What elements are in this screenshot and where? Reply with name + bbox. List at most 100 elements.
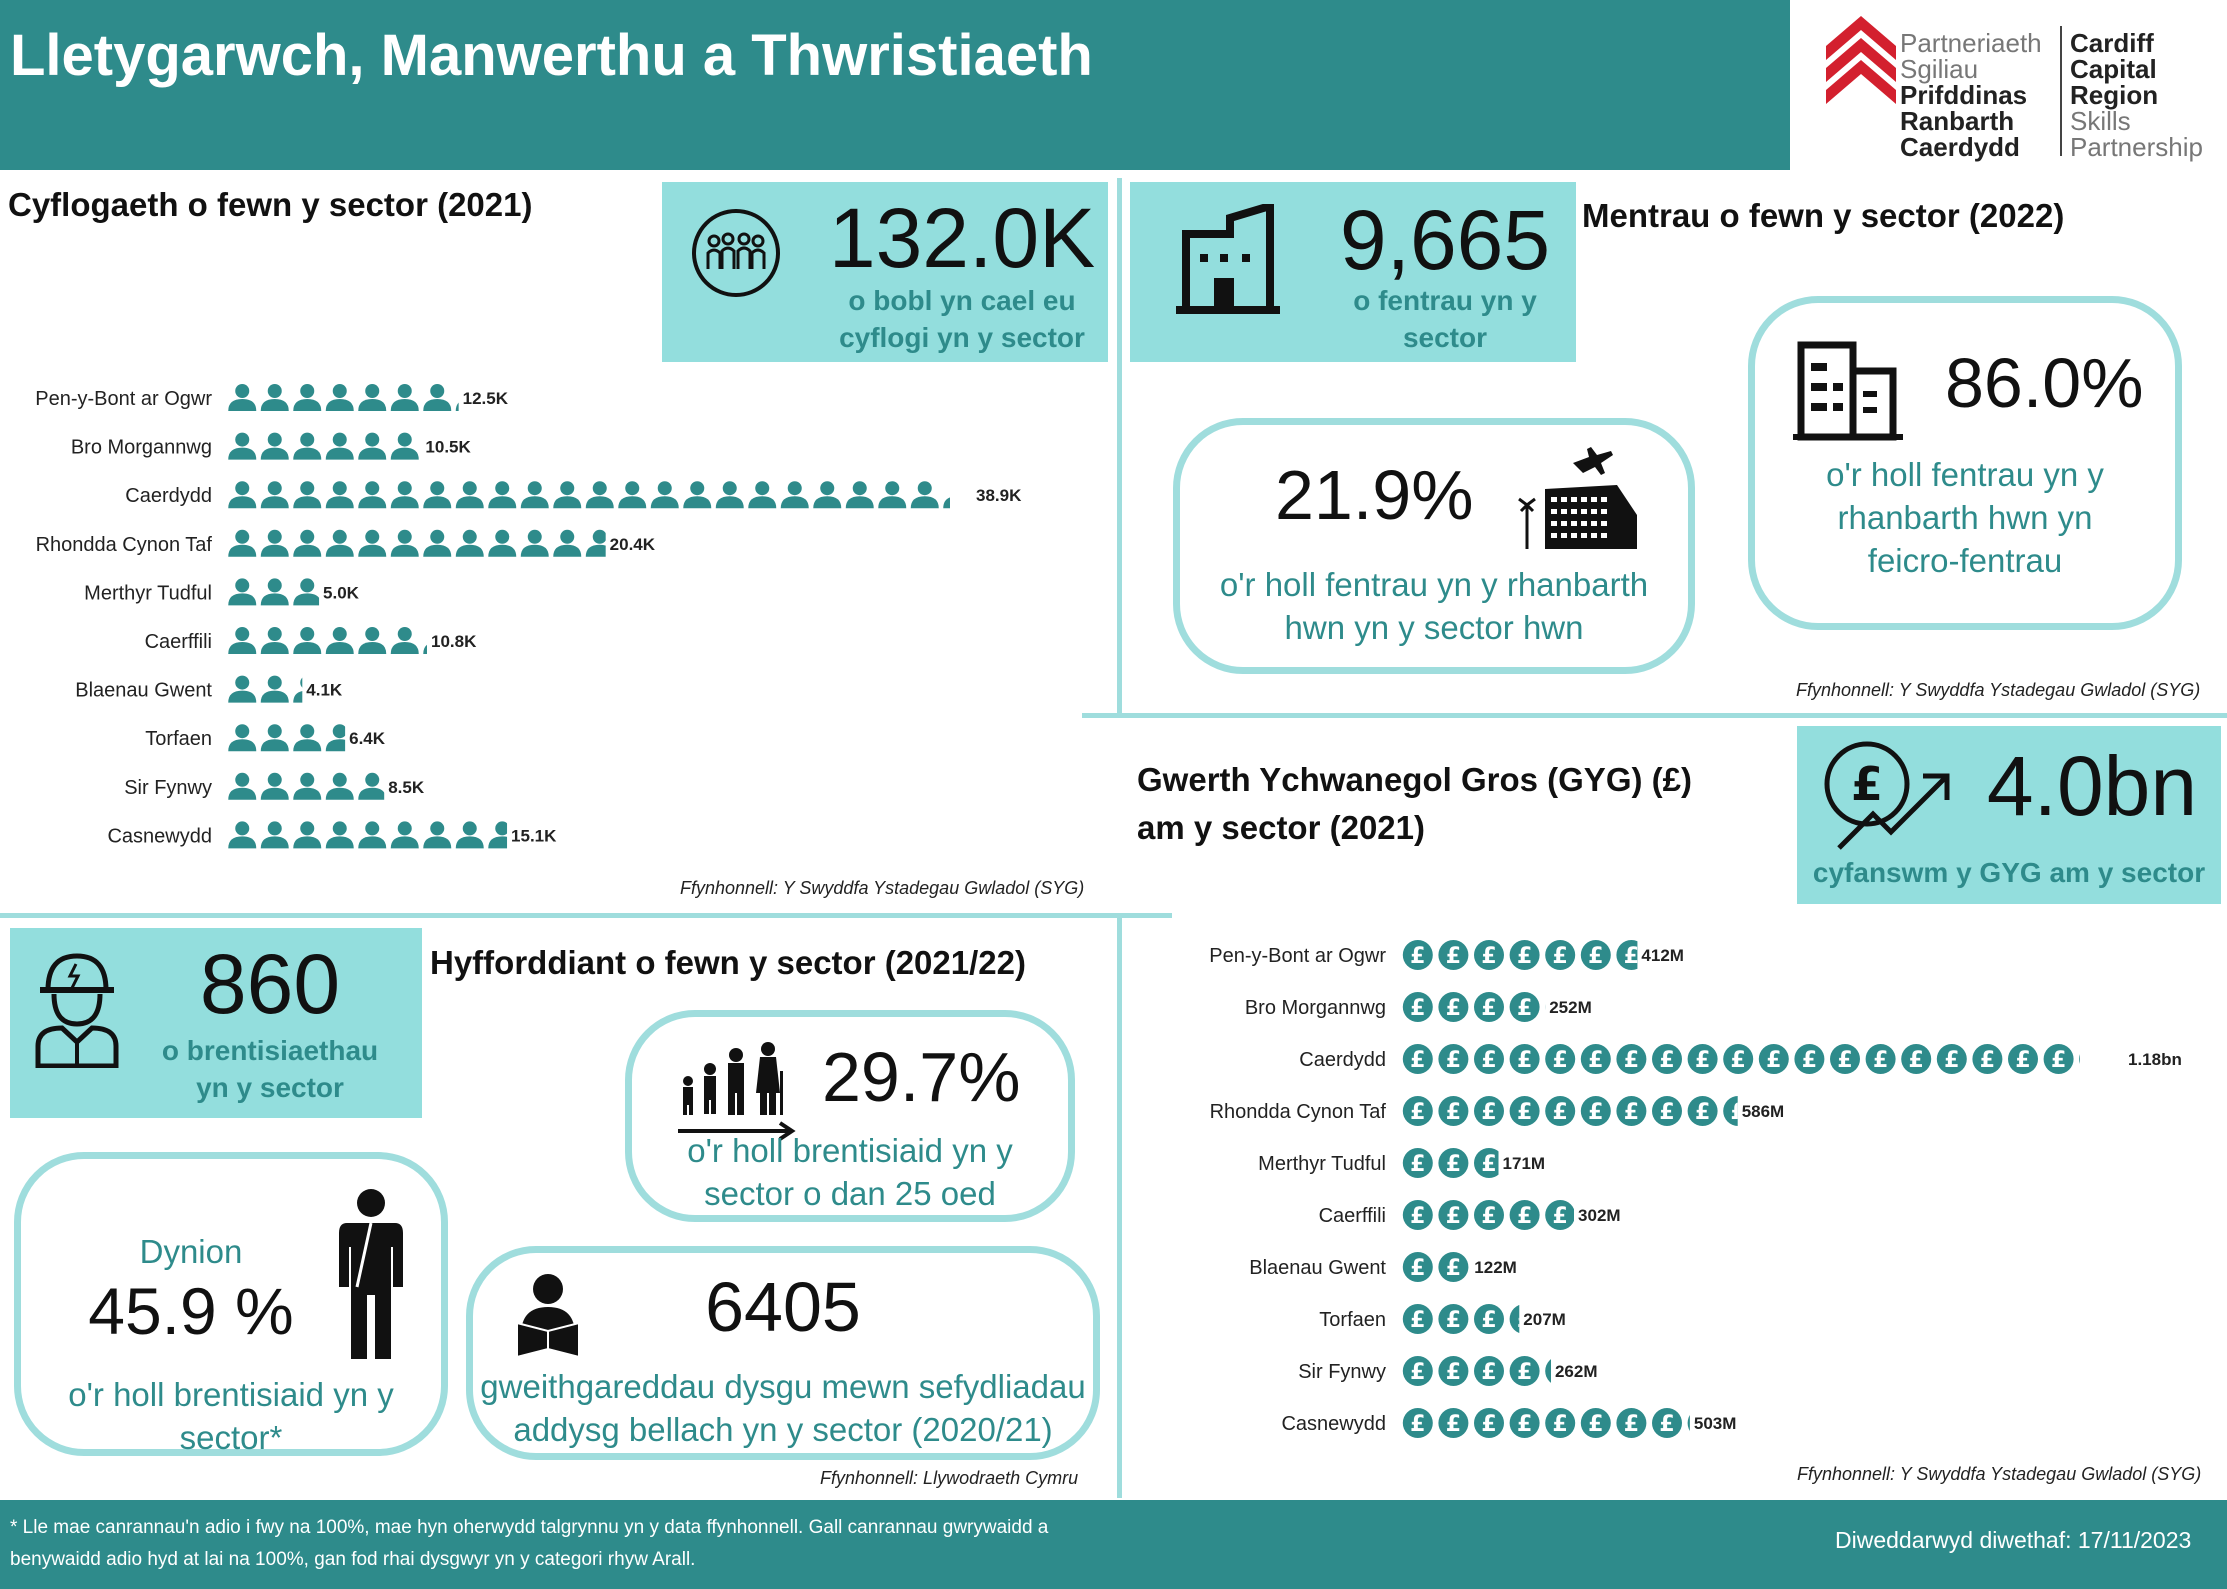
svg-text:£: £	[1659, 1412, 1674, 1437]
bar-category-label: Torfaen	[145, 728, 212, 750]
gva-title-line: Gwerth Ychwanegol Gros (GYG) (£)	[1137, 761, 1692, 798]
bar-value-label: 10.5K	[425, 438, 471, 457]
bar-mark	[228, 578, 320, 606]
chevron-logo-icon	[1826, 16, 1896, 104]
svg-text:£: £	[1802, 1048, 1817, 1073]
bar-category-label: Pen-y-Bont ar Ogwr	[1209, 945, 1386, 967]
svg-text:£: £	[1446, 1048, 1461, 1073]
bar-value-label: 412M	[1641, 946, 1684, 965]
svg-text:£: £	[1553, 1412, 1568, 1437]
bar-value-label: 4.1K	[306, 681, 343, 700]
under-25-label: o'r holl brentisiaid yn y sector o dan 2…	[632, 1129, 1068, 1215]
bar-category-label: Torfaen	[1319, 1309, 1386, 1331]
bar-value-label: 38.9K	[976, 486, 1022, 505]
bar-value-label: 12.5K	[463, 389, 509, 408]
bar-category-label: Sir Fynwy	[124, 777, 212, 799]
men-card: Dynion 45.9 % o'r holl brentisiaid yn y …	[14, 1152, 448, 1456]
svg-text:£: £	[1410, 1308, 1425, 1333]
last-updated: Diweddarwyd diwethaf: 17/11/2023	[1835, 1527, 2192, 1553]
enterprises-share-label-line: o'r holl fentrau yn y rhanbarth	[1219, 566, 1649, 603]
svg-text:£: £	[1624, 944, 1639, 969]
employment-source: Ffynhonnell: Y Swyddfa Ystadegau Gwladol…	[680, 878, 1085, 898]
enterprises-title: Mentrau o fewn y sector (2022)	[1582, 197, 2065, 234]
worker-hardhat-icon	[35, 953, 119, 1068]
svg-text:£: £	[1695, 1100, 1710, 1125]
logo-english-line: Skills	[2070, 106, 2131, 136]
svg-text:£: £	[1446, 944, 1461, 969]
svg-text:£: £	[1481, 944, 1496, 969]
men-label: o'r holl brentisiaid yn y sector*	[21, 1373, 441, 1459]
further-education-label: gweithgareddau dysgu mewn sefydliadau ad…	[473, 1365, 1093, 1451]
svg-text:£: £	[1517, 1100, 1532, 1125]
bar-value-label: 15.1K	[511, 826, 557, 845]
bar-category-label: Caerffili	[145, 631, 212, 653]
svg-text:£: £	[1446, 1256, 1461, 1281]
bar-category-label: Blaenau Gwent	[75, 680, 212, 702]
svg-text:£: £	[1410, 1204, 1425, 1229]
svg-text:£: £	[1588, 1048, 1603, 1073]
bar-value-label: 6.4K	[349, 729, 386, 748]
enterprises-kpi-label-line: sector	[1402, 322, 1488, 353]
employment-kpi-label-line: o bobl yn cael eu	[848, 285, 1076, 316]
svg-text:£: £	[2015, 1048, 2030, 1073]
enterprises-share-label-line: hwn yn y sector hwn	[1284, 609, 1584, 646]
svg-text:£: £	[1446, 1308, 1461, 1333]
further-education-value: 6405	[705, 1268, 861, 1346]
svg-text:£: £	[1481, 1048, 1496, 1073]
gva-kpi-box: £ 4.0bn cyfanswm y GYG am y sector	[1797, 726, 2221, 904]
bar-mark	[228, 821, 508, 849]
svg-text:£: £	[1481, 1100, 1496, 1125]
bar-value-label: 171M	[1503, 1154, 1546, 1173]
svg-text:£: £	[1624, 1048, 1639, 1073]
enterprises-share-label: o'r holl fentrau yn y rhanbarth hwn yn y…	[1180, 563, 1688, 649]
svg-text:£: £	[1766, 1048, 1781, 1073]
svg-text:£: £	[1659, 1048, 1674, 1073]
svg-text:£: £	[1481, 1308, 1496, 1333]
bar-value-label: 252M	[1549, 998, 1592, 1017]
svg-text:£: £	[1517, 1412, 1532, 1437]
bar-mark	[228, 772, 385, 800]
men-label-line: o'r holl brentisiaid yn y	[68, 1376, 394, 1413]
bar-mark: £ £ £ £ £ £ £ £ £ £	[1402, 1096, 1738, 1126]
apprenticeships-kpi-label-line: o brentisiaethau	[161, 1035, 379, 1066]
svg-text:£: £	[1446, 996, 1461, 1021]
enterprises-share-value: 21.9%	[1275, 456, 1474, 534]
pound-growth-icon: £	[1824, 741, 1950, 850]
footnote: * Lle mae canrannau'n adio i fwy na 100%…	[10, 1512, 1130, 1576]
logo-welsh-line: Partneriaeth	[1900, 28, 2042, 58]
logo-english-line: Capital	[2070, 54, 2157, 84]
apprenticeships-kpi-box: 860 o brentisiaethau yn y sector	[10, 928, 422, 1118]
bar-category-label: Merthyr Tudful	[84, 582, 212, 604]
bar-category-label: Casnewydd	[107, 825, 212, 847]
svg-text:£: £	[1980, 1048, 1995, 1073]
bar-value-label: 10.8K	[431, 632, 477, 651]
logo-english-line: Cardiff	[2070, 28, 2154, 58]
bar-category-label: Bro Morgannwg	[71, 437, 212, 459]
header-banner	[0, 0, 1790, 170]
svg-text:£: £	[1446, 1204, 1461, 1229]
svg-text:£: £	[1553, 944, 1568, 969]
office-buildings-icon	[1793, 341, 1903, 441]
svg-text:£: £	[1624, 1412, 1639, 1437]
divider-horizontal-right	[1082, 713, 2227, 718]
enterprises-source: Ffynhonnell: Y Swyddfa Ystadegau Gwladol…	[1796, 680, 2201, 700]
further-education-label-line: gweithgareddau dysgu mewn sefydliadau	[480, 1368, 1086, 1405]
further-education-card: 6405 gweithgareddau dysgu mewn sefydliad…	[466, 1246, 1100, 1460]
svg-text:£: £	[1873, 1048, 1888, 1073]
bar-category-label: Caerffili	[1319, 1205, 1386, 1227]
under-25-label-line: o'r holl brentisiaid yn y	[687, 1132, 1013, 1169]
bar-category-label: Pen-y-Bont ar Ogwr	[35, 388, 212, 410]
bar-category-label: Caerdydd	[125, 485, 212, 507]
bar-mark	[228, 627, 428, 654]
employment-kpi-label: o bobl yn cael eu cyflogi yn y sector	[817, 282, 1107, 356]
svg-text:£: £	[1410, 944, 1425, 969]
building-icon	[1176, 204, 1280, 314]
bar-category-label: Caerdydd	[1299, 1049, 1386, 1071]
svg-text:£: £	[1517, 1360, 1532, 1385]
divider-vertical-bottom	[1117, 918, 1122, 1498]
men-heading: Dynion	[139, 1233, 243, 1270]
bar-category-label: Rhondda Cynon Taf	[1210, 1101, 1387, 1123]
svg-text:£: £	[1410, 1412, 1425, 1437]
svg-text:£: £	[1446, 1152, 1461, 1177]
